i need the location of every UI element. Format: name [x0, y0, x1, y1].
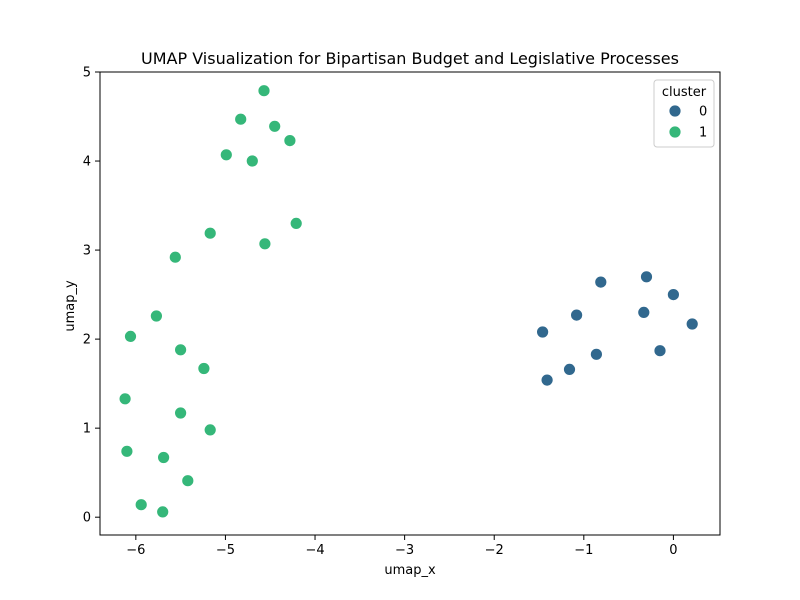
data-point-cluster-1	[120, 444, 134, 458]
legend-marker-1	[668, 125, 682, 139]
data-point-cluster-0	[536, 325, 549, 339]
data-point-cluster-1	[197, 362, 211, 375]
data-point-cluster-1	[289, 216, 303, 230]
series-1	[118, 84, 303, 519]
data-point-cluster-0	[667, 288, 680, 302]
data-point-cluster-1	[134, 498, 148, 512]
legend-entries: 01	[668, 104, 707, 141]
y-tick-label: 0	[83, 511, 91, 526]
x-tick-label: 0	[669, 543, 677, 558]
data-point-cluster-1	[257, 84, 271, 98]
legend-label-1: 1	[699, 126, 707, 141]
y-tick-label: 3	[83, 244, 91, 259]
x-axis-label: umap_x	[384, 563, 436, 578]
y-tick-label: 4	[83, 155, 91, 170]
legend-label-0: 0	[699, 105, 707, 120]
x-tick-label: −5	[216, 543, 235, 558]
data-point-cluster-1	[234, 112, 248, 126]
series-0	[536, 270, 699, 387]
data-point-cluster-1	[203, 423, 217, 437]
data-point-cluster-1	[118, 392, 132, 406]
data-point-cluster-0	[590, 347, 603, 361]
chart-title: UMAP Visualization for Bipartisan Budget…	[141, 49, 679, 68]
data-point-cluster-0	[640, 270, 653, 284]
data-point-cluster-1	[174, 343, 188, 357]
data-point-cluster-1	[157, 451, 171, 464]
data-point-cluster-0	[570, 308, 583, 322]
data-point-cluster-1	[258, 237, 272, 251]
x-tick-label: −2	[485, 543, 504, 558]
data-point-cluster-0	[653, 344, 667, 358]
y-tick-label: 5	[83, 66, 91, 81]
y-tick-label: 2	[83, 333, 91, 348]
legend-title: cluster	[662, 85, 707, 100]
data-point-cluster-0	[563, 362, 576, 376]
data-point-cluster-1	[245, 154, 259, 168]
legend-marker-0	[668, 104, 682, 118]
data-point-cluster-1	[283, 134, 297, 148]
data-point-cluster-1	[168, 250, 182, 264]
x-tick-label: −3	[395, 543, 414, 558]
data-point-cluster-1	[174, 406, 188, 420]
x-tick-label: −4	[305, 543, 324, 558]
data-point-cluster-1	[219, 148, 233, 162]
plot-frame	[99, 71, 721, 536]
data-point-cluster-0	[685, 317, 699, 331]
data-point-cluster-1	[156, 505, 170, 519]
legend: cluster 01	[653, 79, 715, 148]
data-point-cluster-1	[181, 474, 195, 488]
data-point-cluster-0	[540, 373, 554, 387]
data-point-cluster-1	[268, 119, 282, 133]
data-point-cluster-0	[594, 275, 608, 289]
data-point-cluster-0	[637, 305, 651, 319]
x-tick-label: −6	[126, 543, 145, 558]
data-point-cluster-1	[203, 226, 217, 240]
y-axis-label: umap_y	[63, 280, 78, 332]
data-point-cluster-1	[124, 329, 137, 343]
data-point-cluster-1	[149, 309, 163, 323]
x-tick-label: −1	[574, 543, 593, 558]
y-tick-label: 1	[83, 422, 91, 437]
